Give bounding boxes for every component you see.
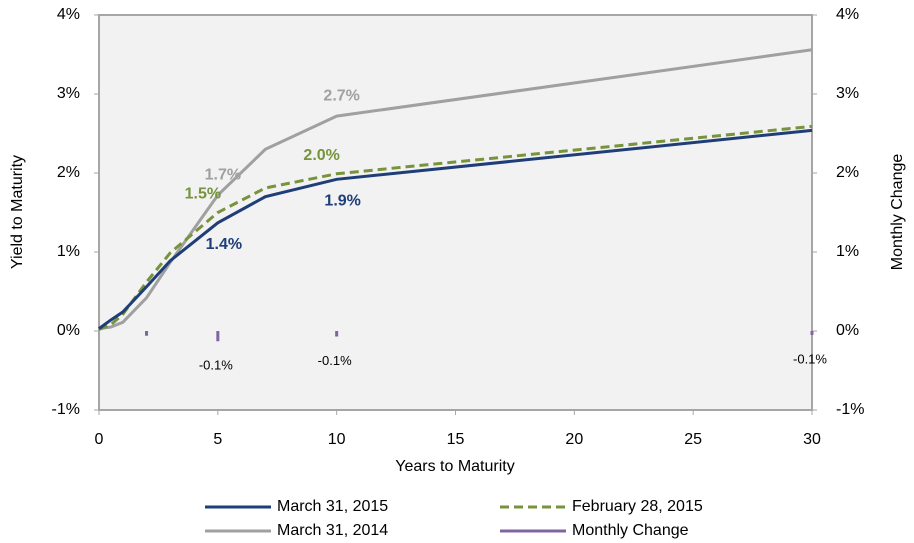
y-tick-label: 2% bbox=[57, 164, 80, 181]
change-tick bbox=[216, 331, 220, 342]
data-label: 1.5% bbox=[185, 186, 221, 203]
y2-tick-label: 2% bbox=[836, 164, 859, 181]
y-tick-label: 0% bbox=[57, 322, 80, 339]
y2-tick-label: 4% bbox=[836, 6, 859, 23]
change-tick bbox=[145, 331, 149, 336]
x-tick-label: 25 bbox=[684, 431, 702, 448]
y-axis-title: Yield to Maturity bbox=[9, 155, 26, 269]
y-tick-label: 3% bbox=[57, 85, 80, 102]
data-label: 2.7% bbox=[323, 87, 359, 104]
change-tick bbox=[335, 331, 339, 337]
y2-tick-label: 0% bbox=[836, 322, 859, 339]
data-label: 1.4% bbox=[206, 236, 242, 253]
data-label: -0.1% bbox=[793, 351, 827, 366]
y2-tick-label: 1% bbox=[836, 243, 859, 260]
legend-label: March 31, 2014 bbox=[277, 522, 388, 539]
data-label: -0.1% bbox=[318, 353, 352, 368]
y2-tick-label: -1% bbox=[836, 401, 864, 418]
x-tick-label: 15 bbox=[447, 431, 465, 448]
x-axis-title: Years to Maturity bbox=[395, 458, 514, 475]
x-tick-label: 30 bbox=[803, 431, 821, 448]
x-tick-label: 0 bbox=[95, 431, 104, 448]
x-tick-label: 20 bbox=[565, 431, 583, 448]
y-tick-label: -1% bbox=[52, 401, 80, 418]
series-line bbox=[98, 128, 813, 330]
y2-axis-title: Monthly Change bbox=[889, 154, 906, 271]
x-tick-label: 5 bbox=[213, 431, 222, 448]
y-tick-label: 1% bbox=[57, 243, 80, 260]
y2-tick-label: 3% bbox=[836, 85, 859, 102]
series-line bbox=[98, 124, 813, 331]
data-label: -0.1% bbox=[199, 358, 233, 373]
data-label: 2.0% bbox=[303, 147, 339, 164]
x-tick-label: 10 bbox=[328, 431, 346, 448]
data-label: 1.7% bbox=[205, 166, 241, 183]
legend-label: February 28, 2015 bbox=[572, 498, 703, 515]
data-label: 1.9% bbox=[324, 193, 360, 210]
legend-label: Monthly Change bbox=[572, 522, 689, 539]
legend-label: March 31, 2015 bbox=[277, 498, 388, 515]
y-tick-label: 4% bbox=[57, 6, 80, 23]
change-tick bbox=[810, 331, 814, 335]
